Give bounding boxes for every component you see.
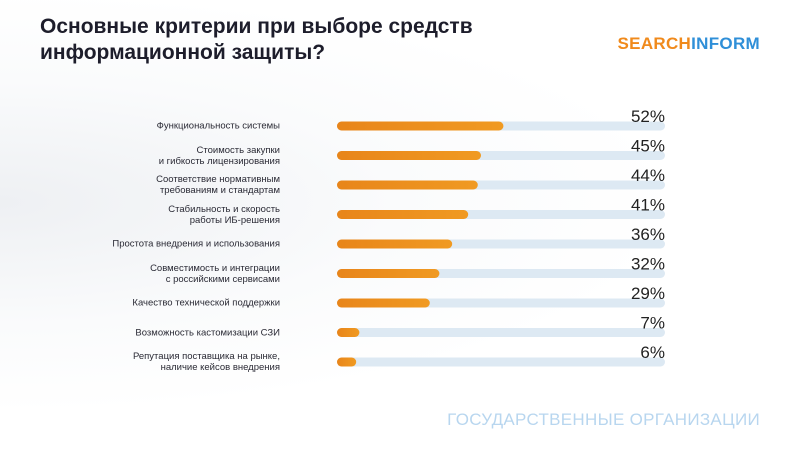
bar-track	[337, 357, 665, 367]
value-label: 44%	[631, 166, 665, 185]
logo-part: INFORM	[691, 34, 760, 53]
category-label: Совместимость и интеграции с российскими…	[150, 262, 280, 285]
category-label: Функциональность системы	[156, 120, 280, 132]
category-label: Качество технической поддержки	[132, 297, 280, 309]
value-label: 36%	[631, 225, 665, 244]
bar-track	[337, 328, 665, 337]
value-label: 45%	[631, 137, 665, 156]
bar	[337, 121, 504, 131]
category-label: Репутация поставщика на рынке, наличие к…	[132, 351, 280, 373]
footer: ГОСУДАРСТВЕННЫЕ ОРГАНИЗАЦИИ	[447, 410, 760, 429]
chart-title: Основные критерии при выборе средств инф…	[40, 15, 473, 64]
category-label: Стабильность и скорость работы ИБ-решени…	[168, 203, 280, 226]
value-label: 41%	[631, 196, 665, 215]
logo: SEARCHINFORM	[618, 34, 760, 54]
category-label: Соответствие нормативным требованиям и с…	[156, 174, 280, 196]
bar	[337, 239, 453, 249]
value-label: 32%	[631, 255, 665, 274]
bar	[337, 328, 360, 337]
bar	[337, 357, 357, 367]
value-label: 7%	[640, 314, 665, 333]
logo-part: SEARCH	[617, 34, 692, 53]
bar	[337, 210, 469, 219]
value-label: 29%	[631, 284, 665, 303]
bar	[337, 298, 430, 308]
category-label: Возможность кастомизации СЗИ	[135, 327, 280, 338]
category-label: Простота внедрения и использования	[112, 238, 280, 250]
bar	[337, 269, 440, 278]
value-label: 6%	[640, 343, 665, 362]
value-label: 52%	[631, 107, 665, 126]
bar	[337, 151, 481, 160]
category-label: Стоимость закупки и гибкость лицензирова…	[158, 144, 280, 167]
bar	[337, 180, 478, 190]
